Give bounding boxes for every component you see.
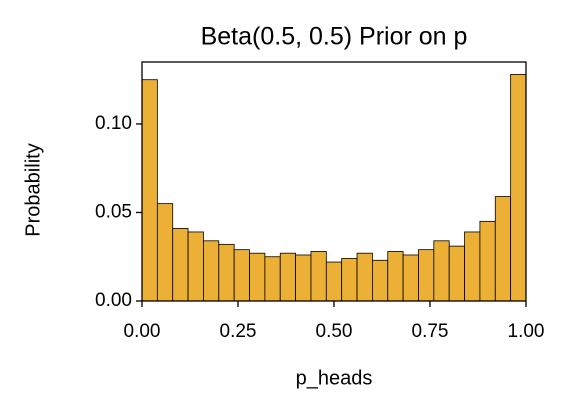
bar: [433, 240, 450, 302]
y-tick-label: 0.00: [95, 290, 132, 311]
bar: [310, 251, 327, 302]
bar: [464, 231, 481, 302]
y-axis-label: Probability: [22, 143, 44, 236]
bar: [448, 245, 465, 302]
bar: [387, 251, 404, 302]
y-tick-label: 0.10: [95, 113, 132, 134]
bar: [156, 203, 174, 302]
bar: [494, 196, 512, 302]
bar: [325, 261, 343, 302]
bar: [279, 252, 296, 302]
bar: [233, 249, 250, 302]
bar: [172, 228, 189, 302]
chart-title: Beta(0.5, 0.5) Prior on p: [201, 23, 468, 51]
bar: [341, 258, 358, 302]
bar: [187, 231, 204, 302]
bar: [479, 220, 496, 302]
x-tick-label: 0.00: [124, 321, 161, 342]
y-tick-label: 0.05: [95, 201, 132, 222]
bar: [203, 240, 220, 302]
x-tick-label: 0.75: [412, 321, 449, 342]
bar: [402, 254, 419, 302]
bar: [295, 254, 312, 302]
bar: [510, 73, 527, 302]
bar: [218, 243, 235, 302]
bar: [264, 256, 281, 302]
x-tick-label: 0.50: [316, 321, 353, 342]
x-tick-label: 1.00: [508, 321, 545, 342]
bar: [141, 79, 158, 302]
x-axis-label: p_heads: [296, 367, 373, 389]
bar: [356, 252, 373, 302]
bar: [249, 252, 266, 302]
bar: [371, 259, 389, 302]
bar: [418, 249, 435, 302]
x-tick-label: 0.25: [220, 321, 257, 342]
